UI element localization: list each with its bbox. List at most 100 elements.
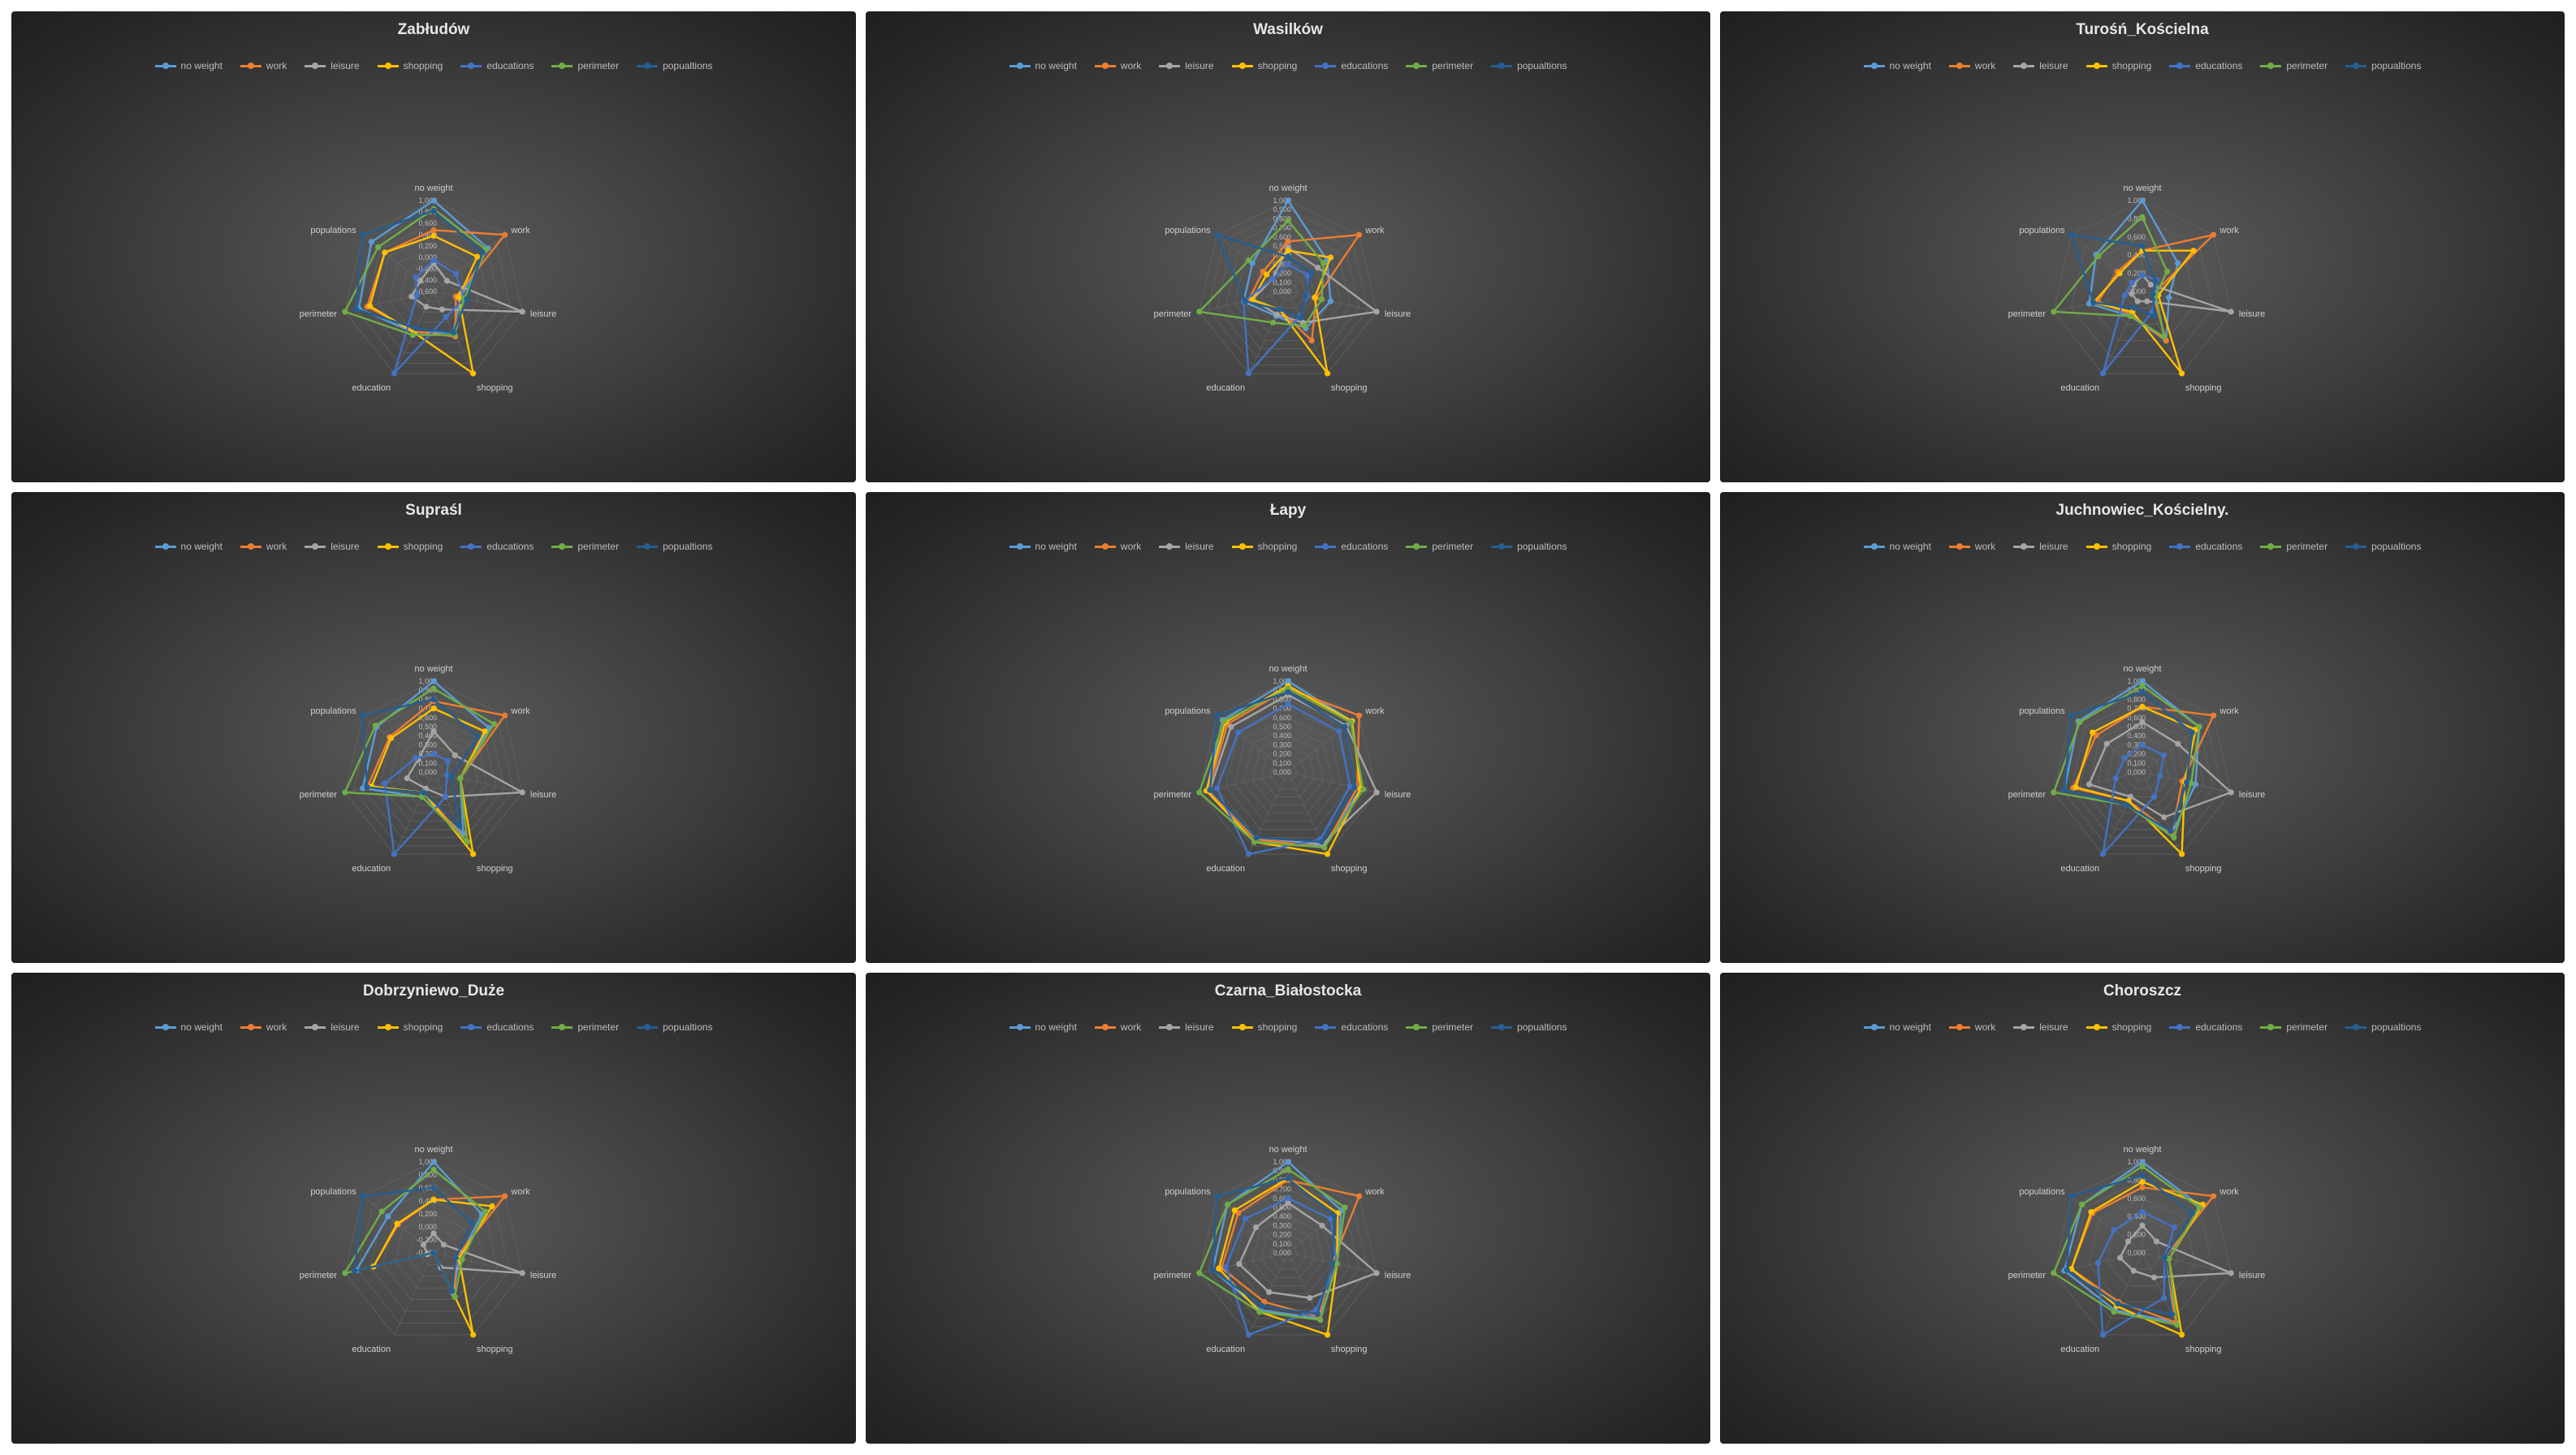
legend-entry: shopping [377, 1021, 443, 1033]
data-point [430, 1185, 437, 1191]
series-line [344, 687, 495, 843]
data-point [1285, 261, 1291, 267]
axis-label: populations [2019, 226, 2065, 235]
data-point [413, 292, 421, 299]
chart-title: Turośń_Kościelna [2076, 21, 2209, 38]
data-point [2103, 740, 2110, 747]
data-point [2129, 291, 2135, 297]
legend-swatch [154, 542, 176, 550]
grid-ring [1269, 273, 1307, 309]
legend-entry: no weight [1863, 1021, 1931, 1033]
series-line [1225, 1197, 1338, 1336]
data-point [1245, 370, 1251, 377]
legend-swatch [1094, 1023, 1116, 1030]
data-point [2079, 1202, 2085, 1208]
axis-label: leisure [2239, 790, 2265, 800]
data-point [2196, 1204, 2202, 1211]
grid-ring [1243, 726, 1333, 814]
legend-label: work [266, 60, 287, 71]
legend-entry: work [1948, 1021, 1995, 1033]
legend-swatch [2085, 62, 2107, 69]
data-point [430, 1250, 437, 1256]
legend-label: leisure [1185, 60, 1214, 71]
axis-label: leisure [2239, 309, 2265, 319]
tick-label: 1,000 [2127, 677, 2146, 685]
series-line [2088, 721, 2232, 818]
legend-entry: leisure [305, 1021, 360, 1033]
data-point [430, 1159, 437, 1165]
data-point [1301, 322, 1307, 329]
axis-label: work [510, 1187, 530, 1197]
series-line [2052, 684, 2201, 839]
legend-entry: work [240, 541, 287, 552]
data-point [2189, 1210, 2195, 1216]
legend-swatch [1406, 1023, 1428, 1030]
tick-label: 1,000 [1273, 1158, 1291, 1166]
axis-spoke [2142, 1252, 2232, 1274]
tick-label: 0,200 [2127, 270, 2146, 278]
data-point [2121, 292, 2128, 299]
data-point [2139, 703, 2146, 710]
series-line [1207, 687, 1360, 848]
legend-entry: work [240, 60, 287, 71]
legend-label: work [1974, 541, 1996, 552]
axis-label: no weight [414, 183, 452, 193]
legend-entry: popualtions [1491, 60, 1567, 71]
legend-entry: educations [1315, 1021, 1388, 1033]
data-point [372, 723, 378, 729]
legend-swatch [1009, 1023, 1031, 1030]
data-point [2161, 1254, 2168, 1261]
legend-label: shopping [1257, 1021, 1298, 1033]
data-point [2111, 1227, 2117, 1233]
axis-label: perimeter [2008, 1271, 2047, 1280]
data-point [423, 304, 430, 310]
data-point [1298, 314, 1304, 321]
data-point [1259, 1303, 1265, 1310]
series-line [1208, 693, 1378, 845]
data-point [359, 231, 365, 238]
tick-label: 0,600 [1273, 714, 1291, 722]
data-point [417, 278, 424, 284]
data-point [2161, 333, 2168, 340]
data-point [430, 208, 437, 214]
legend-entry: popualtions [637, 541, 712, 552]
grid-ring [1217, 1180, 1359, 1319]
data-point [519, 789, 525, 796]
legend-swatch [305, 1023, 326, 1030]
radar-chart-panel: Choroszcz no weight work leisure shopping edu… [1720, 973, 2565, 1444]
legend-swatch [2169, 542, 2191, 550]
data-point [489, 1203, 495, 1210]
radar-chart-panel: Wasilków no weight work leisure shopping educ… [866, 11, 1710, 482]
legend-swatch [2260, 542, 2282, 550]
tick-label: -0,200 [416, 1236, 437, 1244]
axis-label: education [2060, 864, 2099, 874]
legend-label: leisure [2039, 60, 2068, 71]
tick-label: 0,400 [418, 231, 437, 239]
tick-label: 1,000 [1273, 677, 1291, 685]
legend-label: perimeter [1432, 541, 1474, 552]
tick-label: 0,100 [1273, 278, 1291, 287]
data-point [1314, 1311, 1320, 1318]
data-point [1327, 298, 1333, 304]
data-point [1236, 1261, 1243, 1267]
legend-entry: leisure [1159, 60, 1214, 71]
radar-plot: 0,0000,1000,2000,3000,4000,5000,6000,700… [1154, 183, 1411, 393]
grid-ring [2115, 745, 2170, 797]
data-point [439, 306, 446, 313]
axis-label: shopping [2185, 383, 2222, 393]
legend-label: educations [2195, 60, 2243, 71]
legend-entry: educations [460, 1021, 534, 1033]
chart-grid: Zabłudów no weight work leisure shopping educ… [11, 11, 2565, 1444]
tick-label: 0,800 [1273, 695, 1291, 703]
legend-entry: work [240, 1021, 287, 1033]
data-point [1373, 789, 1380, 796]
axis-label: education [352, 864, 391, 874]
legend-swatch [2345, 62, 2367, 69]
chart-title: Choroszcz [2103, 982, 2182, 1000]
axis-label: no weight [414, 664, 452, 674]
data-point [342, 1270, 348, 1276]
data-point [2174, 1322, 2181, 1328]
legend-label: leisure [331, 541, 360, 552]
legend-entry: shopping [1231, 60, 1297, 71]
series-line [393, 259, 465, 375]
